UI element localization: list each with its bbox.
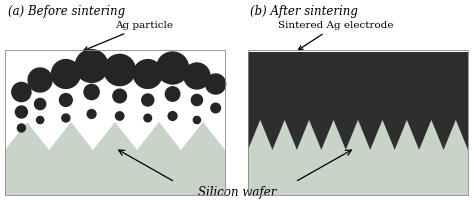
Circle shape — [75, 50, 108, 82]
Text: Ag particle: Ag particle — [84, 21, 173, 51]
Circle shape — [84, 84, 99, 100]
Bar — [5, 50, 225, 195]
Circle shape — [12, 82, 31, 102]
Circle shape — [156, 52, 189, 84]
Text: (a) Before sintering: (a) Before sintering — [8, 5, 125, 18]
Circle shape — [18, 124, 26, 132]
Circle shape — [144, 114, 152, 122]
Circle shape — [62, 114, 70, 122]
Circle shape — [211, 103, 220, 113]
Text: Sintered Ag electrode: Sintered Ag electrode — [278, 21, 393, 50]
Circle shape — [28, 68, 52, 92]
Polygon shape — [5, 122, 225, 195]
Circle shape — [193, 116, 201, 124]
Circle shape — [87, 110, 96, 118]
Bar — [248, 50, 468, 195]
Circle shape — [113, 89, 127, 103]
Circle shape — [133, 60, 162, 88]
Text: Silicon wafer: Silicon wafer — [198, 186, 276, 199]
Circle shape — [142, 94, 154, 106]
Circle shape — [116, 112, 124, 120]
Text: (b) After sintering: (b) After sintering — [250, 5, 358, 18]
Circle shape — [165, 87, 180, 101]
Circle shape — [184, 63, 210, 89]
Circle shape — [104, 54, 135, 86]
Circle shape — [191, 94, 202, 106]
Circle shape — [36, 116, 44, 124]
Circle shape — [206, 74, 226, 94]
Circle shape — [15, 106, 27, 118]
Circle shape — [59, 94, 72, 106]
Polygon shape — [248, 120, 468, 195]
Circle shape — [35, 98, 46, 110]
Circle shape — [52, 60, 80, 88]
Polygon shape — [248, 52, 468, 150]
Circle shape — [168, 112, 177, 120]
